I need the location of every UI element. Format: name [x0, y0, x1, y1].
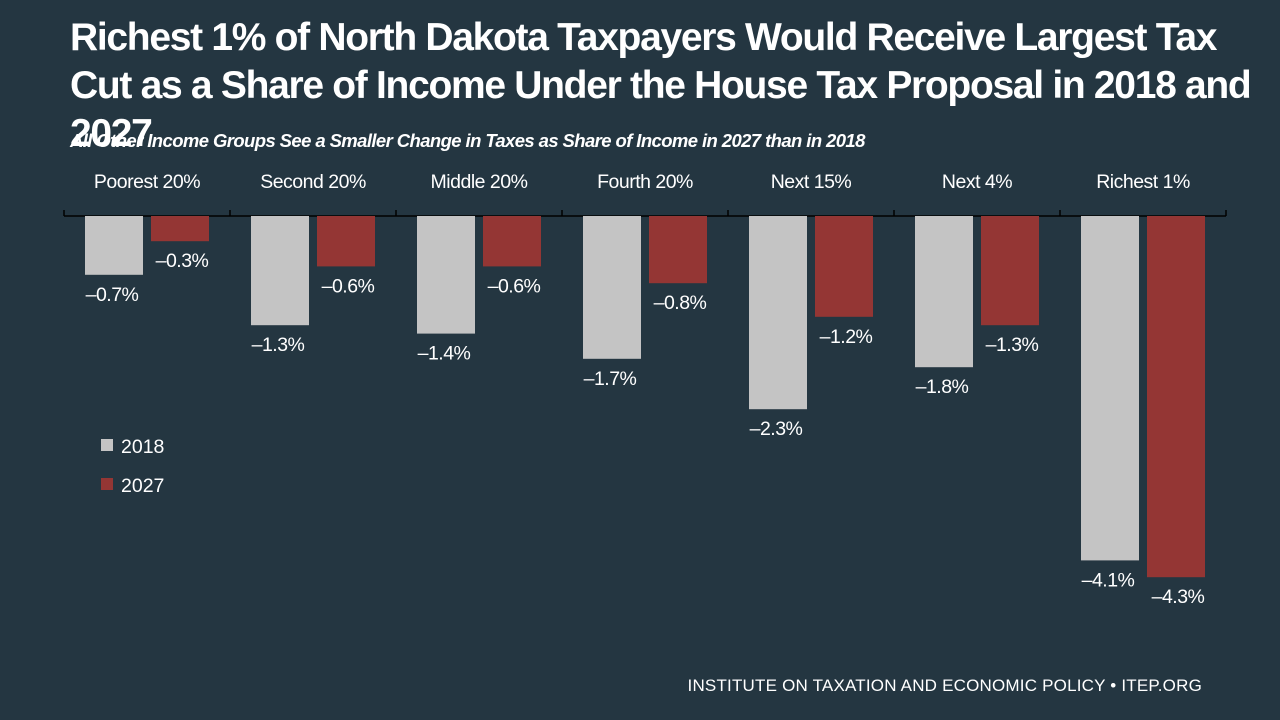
- legend-swatch-2018: [101, 439, 113, 451]
- data-label-2027-5: –1.3%: [986, 334, 1039, 356]
- bar-2018-0: [85, 216, 143, 275]
- data-label-2027-3: –0.8%: [654, 292, 707, 314]
- bar-2027-0: [151, 216, 209, 242]
- bar-2018-2: [417, 216, 475, 334]
- source-credit: INSTITUTE ON TAXATION AND ECONOMIC POLIC…: [687, 676, 1202, 695]
- bar-2018-6: [1081, 216, 1139, 561]
- data-label-2027-2: –0.6%: [488, 275, 541, 297]
- data-label-2018-1: –1.3%: [252, 334, 305, 356]
- data-label-2018-0: –0.7%: [86, 284, 139, 306]
- category-label: Next 4%: [942, 171, 1012, 193]
- bar-2018-1: [251, 216, 309, 326]
- chart-title: Richest 1% of North Dakota Taxpayers Wou…: [70, 16, 1252, 155]
- data-label-2027-1: –0.6%: [322, 275, 375, 297]
- bar-2027-2: [483, 216, 541, 267]
- category-label: Richest 1%: [1096, 171, 1190, 193]
- bar-2018-4: [749, 216, 807, 410]
- category-label: Next 15%: [771, 171, 852, 193]
- data-label-2018-6: –4.1%: [1082, 569, 1135, 591]
- bar-2027-4: [815, 216, 873, 317]
- legend-label-2027: 2027: [121, 475, 164, 497]
- data-label-2018-3: –1.7%: [584, 368, 637, 390]
- legend-label-2018: 2018: [121, 436, 164, 458]
- category-label: Fourth 20%: [597, 171, 693, 193]
- data-label-2018-2: –1.4%: [418, 343, 471, 365]
- legend-swatch-2027: [101, 478, 113, 490]
- bar-2027-3: [649, 216, 707, 284]
- bar-2027-5: [981, 216, 1039, 326]
- data-label-2027-6: –4.3%: [1152, 586, 1205, 608]
- bar-2027-6: [1147, 216, 1205, 578]
- data-label-2027-0: –0.3%: [156, 250, 209, 272]
- data-label-2018-4: –2.3%: [750, 418, 803, 440]
- chart-subtitle: All Other Income Groups See a Smaller Ch…: [70, 130, 865, 151]
- category-label: Poorest 20%: [94, 171, 200, 193]
- category-label: Second 20%: [260, 171, 366, 193]
- bar-2018-3: [583, 216, 641, 359]
- category-label: Middle 20%: [431, 171, 528, 193]
- data-label-2018-5: –1.8%: [916, 376, 969, 398]
- data-label-2027-4: –1.2%: [820, 326, 873, 348]
- bar-2018-5: [915, 216, 973, 368]
- bar-2027-1: [317, 216, 375, 267]
